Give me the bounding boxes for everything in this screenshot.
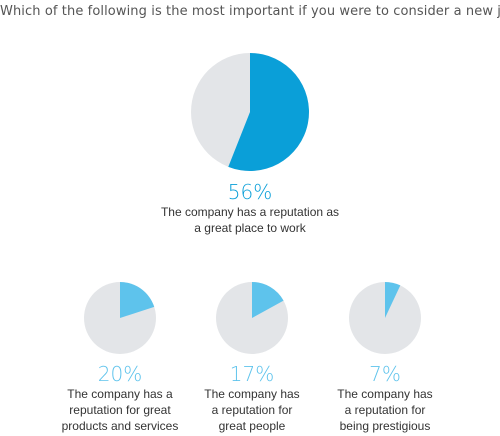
pie-value-slice: [252, 282, 284, 318]
description-line: a reputation for: [211, 403, 293, 417]
pie-block-prestigious: 7% The company has a reputation for bein…: [320, 280, 450, 434]
main-pie-chart: [191, 53, 309, 171]
pie-chart-people: [216, 282, 288, 354]
pie-block-products: 20% The company has a reputation for gre…: [55, 280, 185, 434]
main-pie-block: 56% The company has a reputation as a gr…: [150, 50, 350, 236]
description: The company has a reputation as a great …: [150, 204, 350, 236]
description-line: being prestigious: [339, 419, 431, 433]
description-line: The company has: [337, 387, 433, 401]
pie-chart-products: [84, 282, 156, 354]
pie-block-people: 17% The company has a reputation for gre…: [187, 280, 317, 434]
description-line: The company has: [204, 387, 300, 401]
description: The company has a reputation for great p…: [55, 386, 185, 434]
description-line: The company has a: [67, 387, 173, 401]
pie-value-slice: [228, 53, 309, 171]
description: The company has a reputation for being p…: [320, 386, 450, 434]
question-title: Which of the following is the most impor…: [0, 4, 500, 19]
pie-value-slice: [120, 282, 155, 318]
pie-chart-prestigious: [349, 282, 421, 354]
description-line: a reputation for: [344, 403, 426, 417]
value-label: 7%: [369, 362, 401, 386]
value-label: 56%: [227, 180, 273, 204]
description-line: products and services: [61, 419, 179, 433]
description-line: The company has a reputation as: [160, 205, 340, 219]
description: The company has a reputation for great p…: [187, 386, 317, 434]
value-label: 17%: [229, 362, 275, 386]
value-label: 20%: [97, 362, 143, 386]
description-line: reputation for great: [69, 403, 171, 417]
description-line: great people: [218, 419, 286, 433]
description-line: a great place to work: [194, 221, 306, 235]
pie-value-slice: [385, 282, 401, 318]
